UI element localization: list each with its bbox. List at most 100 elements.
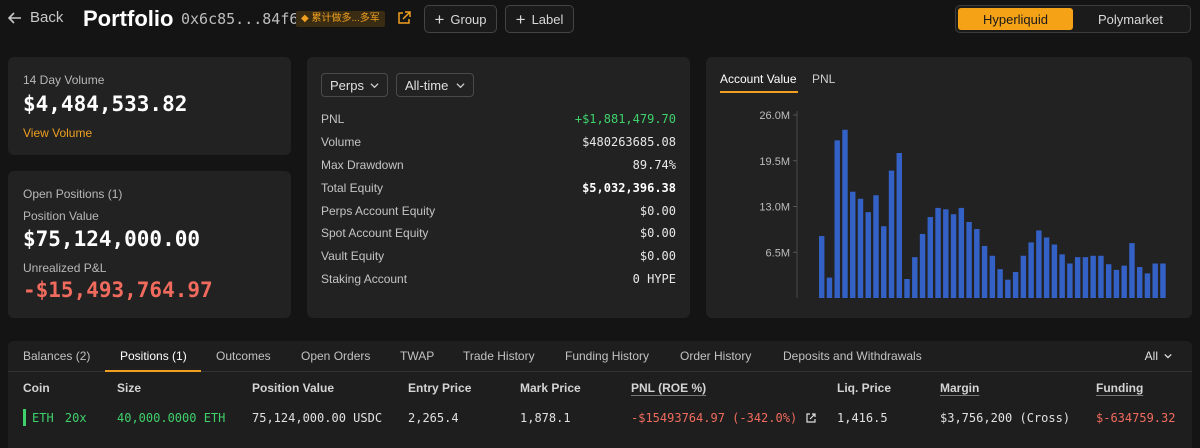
chart-bar[interactable] [1160,263,1166,298]
chart-bar[interactable] [1028,242,1034,298]
platform-polymarket[interactable]: Polymarket [1097,11,1164,27]
chart-bar[interactable] [1074,257,1081,298]
y-tick-label: 6.5M [766,247,790,259]
chart-bar[interactable] [834,140,840,298]
chart-bar[interactable] [950,214,957,298]
chart-bar[interactable] [1098,255,1104,298]
chart-bar[interactable] [1144,273,1151,298]
add-group-button[interactable]: + Group [424,5,497,33]
back-button[interactable]: Back [8,9,63,26]
chart-bar[interactable] [1059,254,1065,298]
entry-price-cell: 2,265.4 [408,411,459,425]
chart-bar[interactable] [927,217,934,298]
stat-row-vault-equity: Vault Equity $0.00 [321,247,676,265]
view-volume-link[interactable]: View Volume [23,126,93,140]
chart-bar[interactable] [1129,243,1135,298]
chart-bar[interactable] [1105,264,1112,298]
stat-row-total-equity: Total Equity $5,032,396.38 [321,179,676,197]
tab-open-orders[interactable]: Open Orders [301,349,371,363]
chevron-down-icon [1164,353,1172,359]
col-mark-price[interactable]: Mark Price [520,381,581,395]
col-pnl[interactable]: PNL (ROE %) [631,381,707,395]
chart-bar[interactable] [989,255,996,298]
chart-bar[interactable] [842,129,848,298]
tab-twap[interactable]: TWAP [400,349,435,363]
chart-bar[interactable] [1020,255,1027,298]
add-label-button[interactable]: + Label [505,5,574,33]
chart-bar[interactable] [935,207,941,298]
chart-bar[interactable] [943,209,949,298]
external-link-icon[interactable] [397,11,411,25]
chart-bar[interactable] [1090,255,1096,298]
col-position-value[interactable]: Position Value [252,381,335,395]
tab-account-value[interactable]: Account Value [720,72,797,86]
chart-bar[interactable] [881,226,887,298]
chart-bar[interactable] [1043,237,1050,298]
col-funding[interactable]: Funding [1096,381,1144,395]
filter-dropdown[interactable]: All [1145,349,1172,363]
liq-price-cell: 1,416.5 [837,411,888,425]
stat-row-volume: Volume $480263685.08 [321,133,676,151]
chart-bar[interactable] [919,233,926,298]
volume-value: $4,484,533.82 [23,92,188,116]
chart-bar[interactable] [958,207,965,298]
leverage: 20x [64,411,87,425]
chevron-down-icon [370,82,379,88]
tab-funding-history[interactable]: Funding History [565,349,650,363]
coin-cell[interactable]: ETH 20x [32,411,87,425]
col-margin[interactable]: Margin [940,381,980,395]
chart-bar[interactable] [966,221,972,298]
share-icon[interactable] [806,413,817,423]
pnl-value: -$15493764.97 (-342.0%) [631,411,798,425]
chart-bar[interactable] [1036,230,1042,298]
col-liq-price[interactable]: Liq. Price [837,381,892,395]
col-size[interactable]: Size [117,381,142,395]
chart-bar[interactable] [1152,263,1158,298]
tab-outcomes[interactable]: Outcomes [216,349,271,363]
stat-key: Vault Equity [321,249,385,263]
chart-bar[interactable] [904,279,910,298]
chart-bar[interactable] [857,198,864,298]
chart-bar[interactable] [819,236,825,298]
chart-bar[interactable] [1012,271,1019,298]
header: Back Portfolio 0x6c85...84f6 ◆ 累计做多...多军… [0,0,1200,40]
chart-bar[interactable] [912,257,918,298]
tab-balances[interactable]: Balances (2) [23,349,91,363]
chart-bar[interactable] [850,191,856,298]
tab-positions[interactable]: Positions (1) [120,349,187,363]
add-label-label: Label [531,11,564,27]
chart-bar[interactable] [873,195,879,298]
chart-bar[interactable] [1136,267,1143,298]
stat-key: Staking Account [321,272,408,286]
tab-deposits-withdrawals[interactable]: Deposits and Withdrawals [783,349,922,363]
stat-row-perps-equity: Perps Account Equity $0.00 [321,202,676,220]
chart-bar[interactable] [826,277,833,298]
chart-bar[interactable] [1113,269,1120,298]
positions-panel: Balances (2) Positions (1) Outcomes Open… [8,341,1192,448]
chart-bar[interactable] [981,245,988,298]
chart-bar[interactable] [1051,244,1058,298]
chart-bar[interactable] [888,170,895,298]
chart-bar[interactable] [1121,265,1127,298]
chart-bar[interactable] [896,153,902,298]
market-dropdown[interactable]: Perps [321,73,388,97]
chart-bar[interactable] [865,212,871,298]
col-entry-price[interactable]: Entry Price [408,381,472,395]
wallet-address[interactable]: 0x6c85...84f6 [181,10,299,28]
stat-key: Volume [321,135,362,149]
tab-pnl-chart[interactable]: PNL [812,72,836,86]
range-dropdown[interactable]: All-time [396,73,474,97]
stat-key: Max Drawdown [321,158,404,172]
active-tab-indicator [720,91,798,93]
tab-order-history[interactable]: Order History [680,349,752,363]
chart-bar[interactable] [1067,263,1073,298]
chart-bar[interactable] [974,229,980,298]
chart-bar[interactable] [1082,257,1089,298]
size-cell: 40,000.0000 ETH [117,411,226,425]
col-coin[interactable]: Coin [23,381,50,395]
tab-trade-history[interactable]: Trade History [463,349,535,363]
platform-hyperliquid[interactable]: Hyperliquid [958,8,1073,30]
chart-bar[interactable] [997,269,1003,298]
stat-row-staking: Staking Account 0 HYPE [321,270,676,288]
chart-bar[interactable] [1005,279,1011,298]
